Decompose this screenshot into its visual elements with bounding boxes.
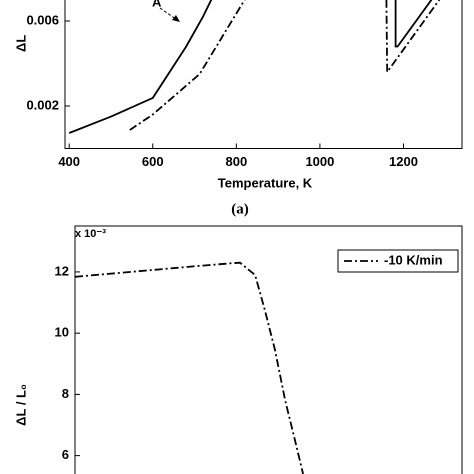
data-line bbox=[68, 0, 433, 134]
y-tick-label: 10 bbox=[55, 325, 69, 340]
x-tick-label: 400 bbox=[58, 154, 80, 169]
plot-frame bbox=[64, 0, 463, 149]
caption: (a) bbox=[231, 201, 249, 217]
y-tick-label: 12 bbox=[55, 263, 69, 278]
annotation: A bbox=[152, 0, 162, 9]
x-tick-label: 1000 bbox=[305, 154, 334, 169]
y-tick-label: 8 bbox=[62, 386, 69, 401]
x-axis-label: Temperature, K bbox=[218, 175, 313, 190]
x-tick-label: 800 bbox=[225, 154, 247, 169]
legend-box bbox=[337, 249, 459, 273]
y-axis-label: ΔL bbox=[13, 35, 28, 52]
arrow-head bbox=[172, 15, 180, 22]
y-tick-label: 0.002 bbox=[26, 97, 59, 112]
x-tick-label: 600 bbox=[142, 154, 164, 169]
y-multiplier: x 10⁻³ bbox=[75, 228, 106, 240]
legend-label: -10 K/min bbox=[384, 252, 443, 267]
data-line bbox=[129, 0, 441, 131]
y-axis-label: ΔL / L₀ bbox=[13, 384, 28, 426]
y-tick-label: 0.006 bbox=[26, 12, 59, 27]
x-tick-label: 1200 bbox=[389, 154, 418, 169]
y-tick-label: 6 bbox=[62, 447, 69, 462]
data-line bbox=[74, 261, 304, 474]
plot-frame bbox=[74, 225, 463, 474]
